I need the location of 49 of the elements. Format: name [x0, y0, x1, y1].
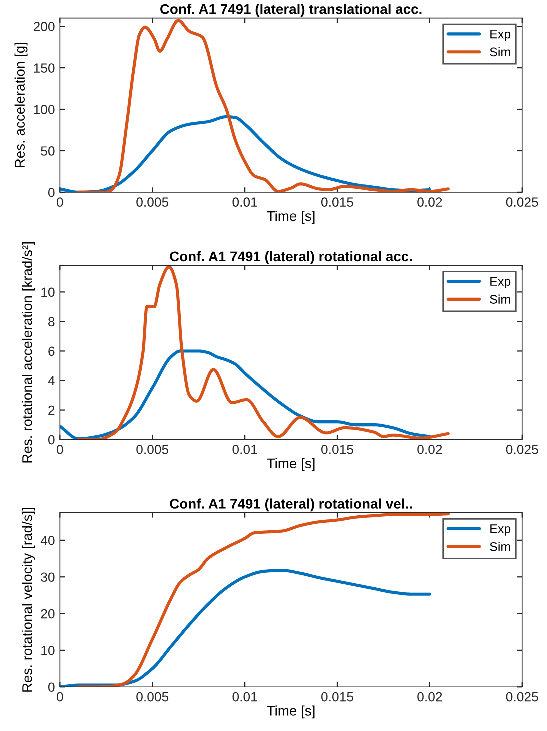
y-tick-label: 2 — [48, 406, 55, 416]
x-tick-label: 0.025 — [506, 692, 538, 702]
x-tick-label: 0.005 — [136, 692, 169, 702]
x-tick-label: 0.02 — [418, 445, 442, 454]
x-tick-label: 0 — [57, 445, 64, 454]
x-tick-label: 0.01 — [232, 198, 258, 208]
x-tick-label: 0.02 — [418, 692, 442, 702]
x-tick-label: 0.01 — [232, 445, 258, 454]
y-tick-label: 0 — [48, 435, 55, 445]
y-tick-label: 0 — [48, 188, 55, 198]
chart-title: Conf. A1 7491 (lateral) translational acc. — [160, 4, 422, 17]
legend-label: Exp — [490, 524, 511, 536]
legend-label: Sim — [490, 542, 510, 552]
legend-label: Sim — [490, 294, 510, 304]
x-tick-label: 0 — [57, 692, 64, 702]
y-tick-label: 4 — [48, 376, 55, 386]
x-axis-title: Time [s] — [267, 211, 315, 224]
x-tick-label: 0.025 — [506, 445, 538, 454]
chart-title: Conf. A1 7491 (lateral) rotational vel.. — [170, 498, 412, 512]
y-tick-label: 50 — [41, 146, 55, 156]
x-axis-title: Time [s] — [267, 706, 315, 719]
legend-label: Exp — [490, 30, 511, 42]
x-tick-label: 0.005 — [136, 198, 169, 208]
y-tick-label: 20 — [41, 609, 55, 619]
y-tick-label: 150 — [34, 64, 55, 73]
y-tick-label: 30 — [41, 572, 55, 582]
x-tick-label: 0 — [57, 198, 64, 208]
x-tick-label: 0.015 — [322, 692, 354, 702]
x-tick-label: 0.02 — [418, 198, 442, 208]
y-tick-label: 8 — [48, 317, 55, 327]
x-tick-label: 0.015 — [322, 198, 354, 208]
chart-title: Conf. A1 7491 (lateral) rotational acc. — [170, 251, 412, 264]
x-axis-title: Time [s] — [267, 458, 315, 472]
x-tick-label: 0.015 — [322, 445, 354, 454]
y-axis-title: Res. rotational acceleration [krad/s²] — [22, 242, 36, 463]
y-tick-label: 0 — [48, 682, 55, 692]
y-tick-label: 100 — [34, 105, 55, 114]
x-tick-label: 0.01 — [232, 692, 258, 702]
x-tick-label: 0.025 — [506, 198, 538, 208]
y-tick-label: 200 — [34, 22, 55, 32]
y-axis-title: Res. acceleration [g] — [14, 43, 28, 168]
legend-label: Sim — [490, 47, 510, 57]
y-tick-label: 10 — [42, 288, 55, 298]
y-axis-title: Res. rotational velocity [rad/s]] — [22, 508, 36, 692]
legend-label: Exp — [490, 277, 511, 289]
y-tick-label: 10 — [42, 646, 55, 656]
y-tick-label: 40 — [40, 536, 55, 546]
y-tick-label: 6 — [48, 346, 55, 356]
x-tick-label: 0.005 — [136, 445, 169, 454]
